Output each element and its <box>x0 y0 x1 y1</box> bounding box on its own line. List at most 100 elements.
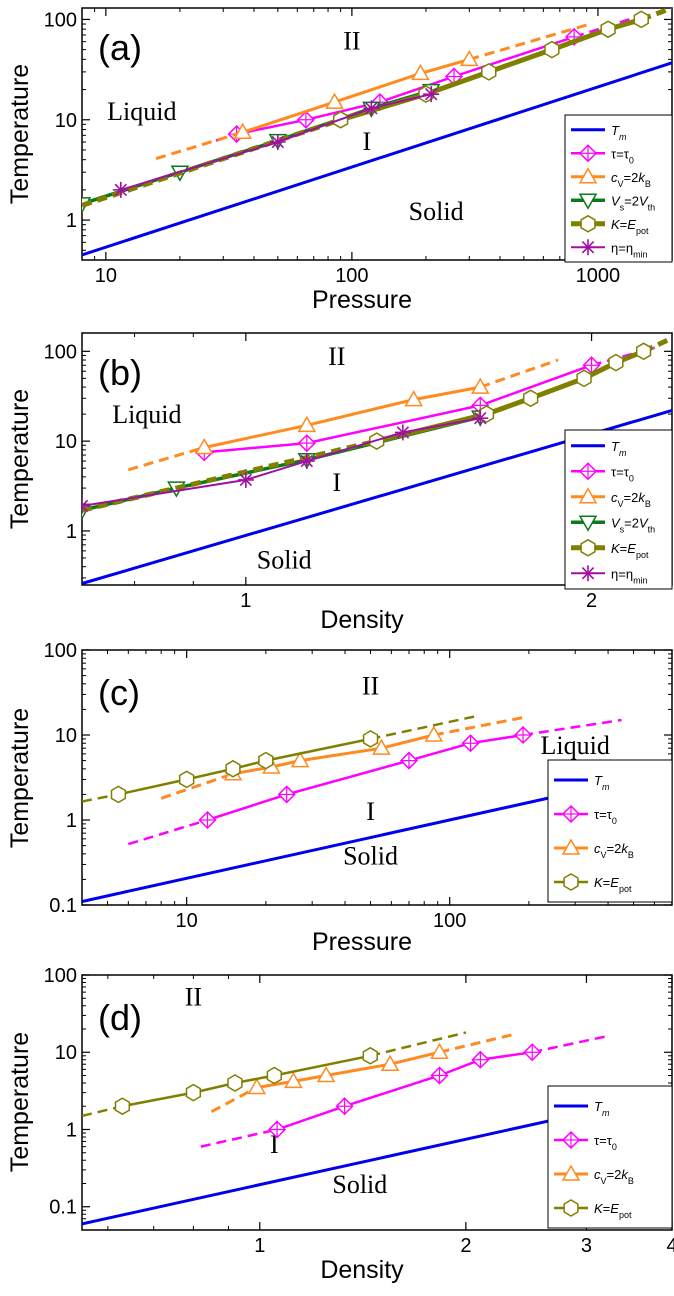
region-label: I <box>332 468 341 497</box>
data-point <box>578 167 598 184</box>
x-tick-label: 100 <box>433 910 466 932</box>
series-extrapolation <box>531 1035 606 1054</box>
legend-label-part: V <box>611 193 621 208</box>
data-point <box>430 1042 449 1059</box>
series-extrapolation <box>200 1128 278 1148</box>
x-tick-label: 4 <box>666 1235 674 1257</box>
data-point <box>198 810 217 830</box>
data-point <box>580 239 596 256</box>
legend-label-part: E <box>627 217 636 232</box>
data-point <box>561 1130 581 1150</box>
legend-entry: τ=τ0 <box>554 804 617 826</box>
legend-label-part: k <box>638 170 646 185</box>
legend-label-part: =2 <box>607 1167 622 1182</box>
legend-box <box>564 429 673 590</box>
legend-label: Tm <box>594 773 610 792</box>
plot-area <box>82 8 672 257</box>
legend-label: η=ηmin <box>611 566 648 585</box>
legend-label-part: =τ <box>599 1133 613 1148</box>
data-point <box>297 434 316 453</box>
data-point <box>258 751 274 770</box>
panel-label: (b) <box>98 352 142 393</box>
legend-label-part: 0 <box>629 155 634 165</box>
series--0 <box>127 718 622 846</box>
legend-label: K=Epot <box>594 875 632 894</box>
data-point <box>563 1199 579 1217</box>
data-point <box>544 40 560 59</box>
series-t-m <box>82 61 672 257</box>
data-point <box>471 1050 490 1069</box>
data-point <box>578 487 598 504</box>
region-label: II <box>362 671 379 700</box>
series-k-e-pot <box>82 1031 467 1118</box>
legend-label-part: E <box>627 541 636 556</box>
data-point <box>472 410 489 427</box>
legend-label-part: th <box>648 524 656 534</box>
legend-entry: cV=2kB <box>554 838 634 860</box>
legend-entry: Tm <box>571 439 627 458</box>
data-point <box>563 873 579 891</box>
data-point <box>297 415 317 433</box>
legend-label: K=Epot <box>611 541 649 560</box>
series-k-e-pot <box>82 714 480 804</box>
region-label: II <box>328 342 345 371</box>
legend-label-part: = <box>620 217 628 232</box>
data-point <box>578 144 598 163</box>
y-tick-label: 100 <box>44 640 77 662</box>
y-tick-label: 1 <box>66 810 77 832</box>
y-tick-label: 0.1 <box>49 1197 77 1219</box>
legend-label-part: V <box>639 193 649 208</box>
region-label: Liquid <box>112 400 181 429</box>
y-tick-label: 10 <box>55 1042 77 1064</box>
data-point <box>114 1097 131 1116</box>
legend-label-part: =η <box>618 566 633 581</box>
data-point <box>578 462 598 481</box>
x-tick-label: 10 <box>176 910 198 932</box>
y-tick-label: 100 <box>44 341 77 363</box>
data-point <box>268 1120 287 1139</box>
data-point <box>424 725 444 742</box>
legend-label-part: 0 <box>612 816 617 826</box>
series-extrapolation <box>210 1086 258 1114</box>
series-extrapolation <box>160 772 234 800</box>
series-extrapolation <box>433 716 524 737</box>
region-label: Solid <box>332 1170 387 1199</box>
legend-label-part: =2 <box>624 515 639 530</box>
data-point <box>430 1066 449 1085</box>
series-c-v-2k-b <box>210 1032 515 1114</box>
series-line <box>204 364 593 454</box>
legend-label-part: = <box>603 1201 611 1216</box>
x-axis-title: Density <box>320 606 404 634</box>
data-point <box>233 122 253 140</box>
data-point <box>110 785 127 804</box>
data-point <box>459 49 479 67</box>
legend-label-part: =2 <box>624 193 639 208</box>
legend-label-part: =η <box>618 240 633 255</box>
legend-label: K=Epot <box>611 217 649 236</box>
legend-entry: Tm <box>571 123 627 142</box>
data-point <box>316 1065 336 1083</box>
legend-entry: Tm <box>554 773 610 792</box>
series-line <box>276 1050 533 1131</box>
legend: Tm τ=τ0 cV=2kB K=Epot <box>547 1085 673 1229</box>
data-point <box>461 734 480 753</box>
data-point <box>266 1066 282 1085</box>
legend-label: τ=τ0 <box>611 464 634 483</box>
region-label: Solid <box>343 841 398 870</box>
legend-entry: τ=τ0 <box>571 462 634 483</box>
legend-entry: τ=τ0 <box>571 144 634 165</box>
legend-label-part: τ <box>611 146 617 161</box>
series-line <box>236 35 575 136</box>
data-point <box>561 1164 581 1181</box>
legend-entry: K=Epot <box>554 873 632 894</box>
data-point <box>290 751 310 768</box>
legend-label-part: k <box>638 490 646 505</box>
y-tick-label: 10 <box>55 725 77 747</box>
legend-label: η=ηmin <box>611 240 648 259</box>
legend-label-part: T <box>611 439 620 454</box>
data-point <box>269 134 286 151</box>
legend-label-part: B <box>645 499 651 509</box>
data-point <box>335 1097 354 1116</box>
legend-label-part: V <box>618 499 624 509</box>
